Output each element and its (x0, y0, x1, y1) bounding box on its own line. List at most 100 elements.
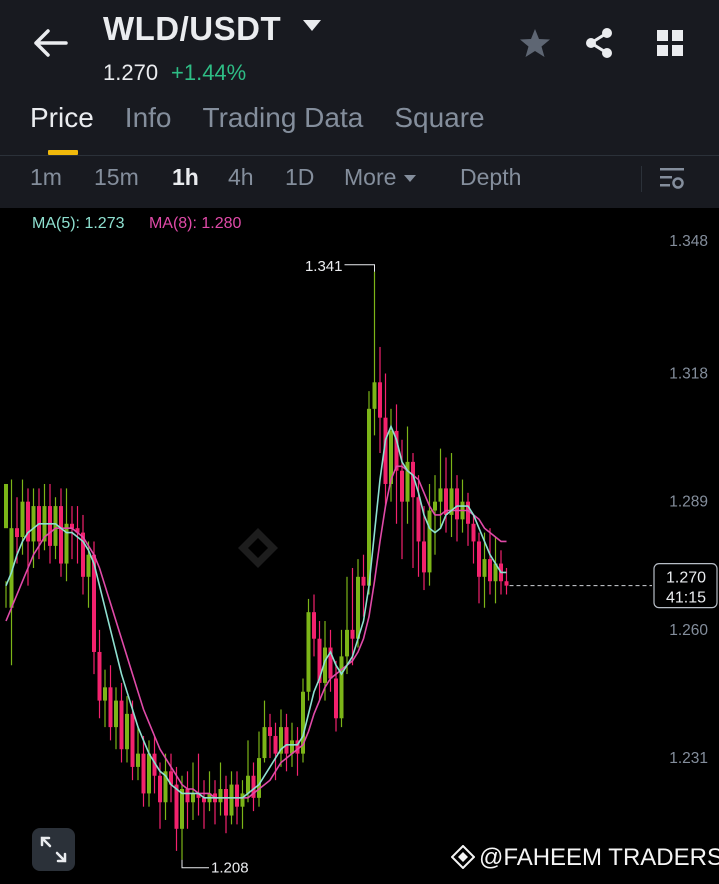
candle (141, 735, 146, 807)
candle (482, 532, 487, 608)
y-axis-tick: 1.289 (669, 494, 708, 511)
candle (103, 669, 107, 728)
candle (356, 559, 360, 648)
interval-15m[interactable]: 15m (94, 164, 139, 190)
current-price-box: 1.270 41:15 (653, 563, 718, 609)
tab-square[interactable]: Square (394, 102, 485, 133)
candle (378, 346, 382, 454)
candle (15, 497, 19, 564)
interval-1h[interactable]: 1h (172, 164, 199, 190)
candle (284, 713, 289, 772)
pair-dropdown-icon[interactable] (303, 20, 321, 31)
candle (422, 506, 426, 591)
candle (169, 753, 173, 803)
star-icon[interactable] (518, 26, 552, 60)
current-price-label: 1.270 (666, 570, 706, 587)
tab-price[interactable]: Price (30, 102, 94, 133)
candle (130, 700, 135, 781)
candle (114, 687, 118, 750)
candle (75, 506, 80, 564)
interval-1d[interactable]: 1D (285, 164, 315, 190)
candle (493, 537, 498, 604)
chart-settings-icon[interactable] (658, 165, 686, 193)
interval-more[interactable]: More (344, 164, 417, 191)
header-divider (0, 155, 719, 156)
candle (345, 576, 349, 675)
candle (180, 775, 184, 860)
candle (185, 771, 190, 829)
candle (64, 488, 69, 582)
depth-tab[interactable]: Depth (460, 164, 522, 190)
low-marker-label: 1.208 (211, 860, 249, 877)
candle (372, 271, 377, 436)
countdown-label: 41:15 (666, 590, 706, 607)
watermark: @FAHEEM TRADERS (451, 844, 719, 872)
candle (213, 780, 217, 825)
main-tabs: Price Info Trading Data Square (30, 102, 485, 134)
candle (295, 727, 300, 776)
ma8-label: MA(8): 1.280 (148, 215, 242, 232)
candle (174, 766, 179, 851)
candle (59, 488, 63, 577)
candle (389, 408, 393, 502)
candle (86, 541, 91, 608)
interval-1m[interactable]: 1m (30, 164, 62, 190)
fullscreen-button[interactable] (32, 828, 75, 871)
candle (152, 735, 157, 794)
candle (361, 554, 366, 617)
price-chart[interactable]: 1.341 1.208 1.348 1.318 1.289 1.260 1.231 1.27… (0, 208, 719, 884)
candle (202, 780, 206, 829)
candle (119, 682, 124, 763)
candle (367, 391, 371, 595)
candle (246, 740, 250, 803)
candle (312, 594, 316, 657)
active-tab-indicator (48, 150, 78, 155)
candle (405, 426, 410, 524)
candle (334, 660, 338, 732)
share-icon[interactable] (583, 26, 617, 60)
candle (466, 492, 470, 546)
ma8-line (5, 465, 507, 799)
candle (125, 696, 129, 763)
candle (196, 753, 201, 816)
interval-separator (641, 166, 642, 192)
grid-icon[interactable] (653, 26, 687, 60)
expand-icon (40, 836, 67, 863)
candle (147, 740, 151, 807)
candle (218, 762, 223, 816)
candle (108, 665, 113, 741)
candle (81, 514, 85, 595)
candle (136, 727, 140, 781)
candle (477, 532, 481, 604)
high-marker-label: 1.341 (305, 258, 343, 275)
candle (301, 678, 305, 763)
candle (394, 404, 399, 524)
candle (224, 775, 228, 834)
candle (438, 448, 443, 529)
y-axis-tick: 1.348 (669, 233, 708, 250)
candle (279, 709, 283, 767)
candle (207, 771, 212, 812)
y-axis-tick: 1.260 (669, 622, 708, 639)
candle (268, 713, 272, 759)
y-axis-tick: 1.318 (669, 365, 708, 382)
price-change: +1.44% (171, 60, 247, 85)
candle (488, 528, 492, 595)
candle (411, 453, 415, 568)
ma5-label: MA(5): 1.273 (32, 215, 125, 232)
candle (427, 483, 432, 586)
watermark-text: @FAHEEM TRADERS (479, 844, 719, 871)
tab-info[interactable]: Info (124, 102, 172, 133)
candle (339, 629, 344, 728)
back-arrow-icon[interactable] (30, 26, 70, 60)
high-marker-line (344, 264, 375, 272)
tab-trading-data[interactable]: Trading Data (202, 102, 364, 133)
candle (444, 457, 448, 533)
low-marker-line (181, 859, 209, 869)
interval-4h[interactable]: 4h (228, 164, 254, 190)
pair-title[interactable]: WLD/USDT (103, 10, 282, 47)
y-axis-tick: 1.231 (669, 750, 708, 767)
candle (158, 762, 162, 829)
candle (4, 483, 8, 608)
candle (240, 780, 245, 829)
